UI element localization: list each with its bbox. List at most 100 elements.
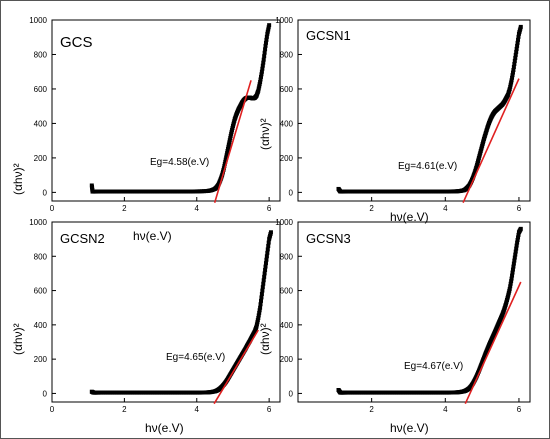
data-point [470,176,475,181]
panel-title: GCSN2 [60,231,105,246]
data-point [145,390,150,395]
data-point [257,308,262,313]
data-point [265,250,270,255]
data-point [445,390,450,395]
x-axis: 0 2 4 6 [50,398,272,414]
x-tick-label: 0 [50,405,55,414]
data-point [371,390,376,395]
x-tick-label: 2 [369,405,374,414]
data-point [258,80,263,85]
data-point [260,288,265,293]
data-point [492,330,497,335]
x-axis: 0 2 4 6 [50,197,272,213]
data-point [258,77,263,82]
data-point [259,74,263,79]
data-point [203,189,208,194]
data-point [261,278,266,283]
eg-annotation: Eg=4.58(e.V) [150,157,209,168]
data-point [516,37,521,42]
plot-frame [297,19,531,202]
data-point [153,390,158,395]
data-point [264,254,269,259]
data-point [265,31,270,36]
x-axis-label: hν(e.V) [145,421,184,435]
data-point [400,189,405,194]
data-point [496,322,501,327]
data-point [481,356,486,361]
plot-frame [51,221,281,403]
data-point [109,390,114,395]
data-point [511,264,516,269]
data-point [477,152,482,157]
data-series [336,226,523,395]
data-point [96,189,101,194]
data-point [261,281,266,286]
data-point [224,153,229,158]
data-point [516,235,521,240]
data-point [182,189,187,194]
data-point [472,171,477,176]
data-point [518,227,523,232]
x-tick-label: 6 [517,204,522,213]
data-point [262,274,267,279]
data-point [518,26,523,31]
data-point [452,390,457,395]
data-point [509,78,514,83]
data-point [256,313,261,318]
data-point [265,247,270,252]
data-point [408,390,413,395]
data-point [501,308,506,313]
data-point [487,120,492,125]
y-tick-label: 600 [34,287,48,296]
y-tick-label: 0 [43,389,48,398]
data-point [259,69,264,74]
data-point [259,72,264,77]
data-point [513,55,518,60]
data-point [116,390,121,395]
data-point [378,390,383,395]
data-point [503,302,508,307]
tauc-fit-line [213,329,259,405]
data-point [222,161,227,166]
panel-title: GCS [60,34,93,51]
data-point [509,276,514,281]
data-point [124,390,129,395]
data-point [257,82,262,87]
data-point [474,166,479,171]
data-point [174,390,179,395]
data-point [508,284,513,289]
data-point [102,390,107,395]
y-axis: 0 200 400 600 800 1000 [29,218,56,398]
data-point [498,317,503,322]
data-point [349,390,354,395]
data-point [515,238,520,242]
data-point [488,338,493,343]
data-point [226,144,231,149]
y-axis: 0 200 400 600 800 1000 [275,218,302,398]
eg-annotation: Eg=4.67(e.V) [404,361,463,372]
x-tick-label: 6 [267,204,272,213]
eg-annotation: Eg=4.61(e.V) [398,161,457,172]
data-point [268,232,273,236]
data-point [437,390,442,395]
y-tick-label: 1000 [275,218,293,227]
panel-gcsn3: 0 200 400 600 800 1000 2 4 6 GCSN3 Eg=4.67(e.V)… [258,218,531,435]
data-point [430,189,435,194]
data-point [386,390,391,395]
data-point [511,64,516,69]
data-point [256,316,261,320]
data-point [507,88,512,93]
y-tick-label: 400 [34,119,48,128]
data-point [255,318,260,323]
data-point [437,189,442,194]
data-point [511,261,516,266]
data-point [342,189,347,194]
y-axis-label: (αhν)² [258,323,272,355]
x-axis-label: hν(e.V) [390,421,429,435]
data-point [261,60,266,65]
data-point [378,189,383,194]
data-point [138,189,143,194]
data-point [510,273,515,278]
data-point [514,46,519,51]
